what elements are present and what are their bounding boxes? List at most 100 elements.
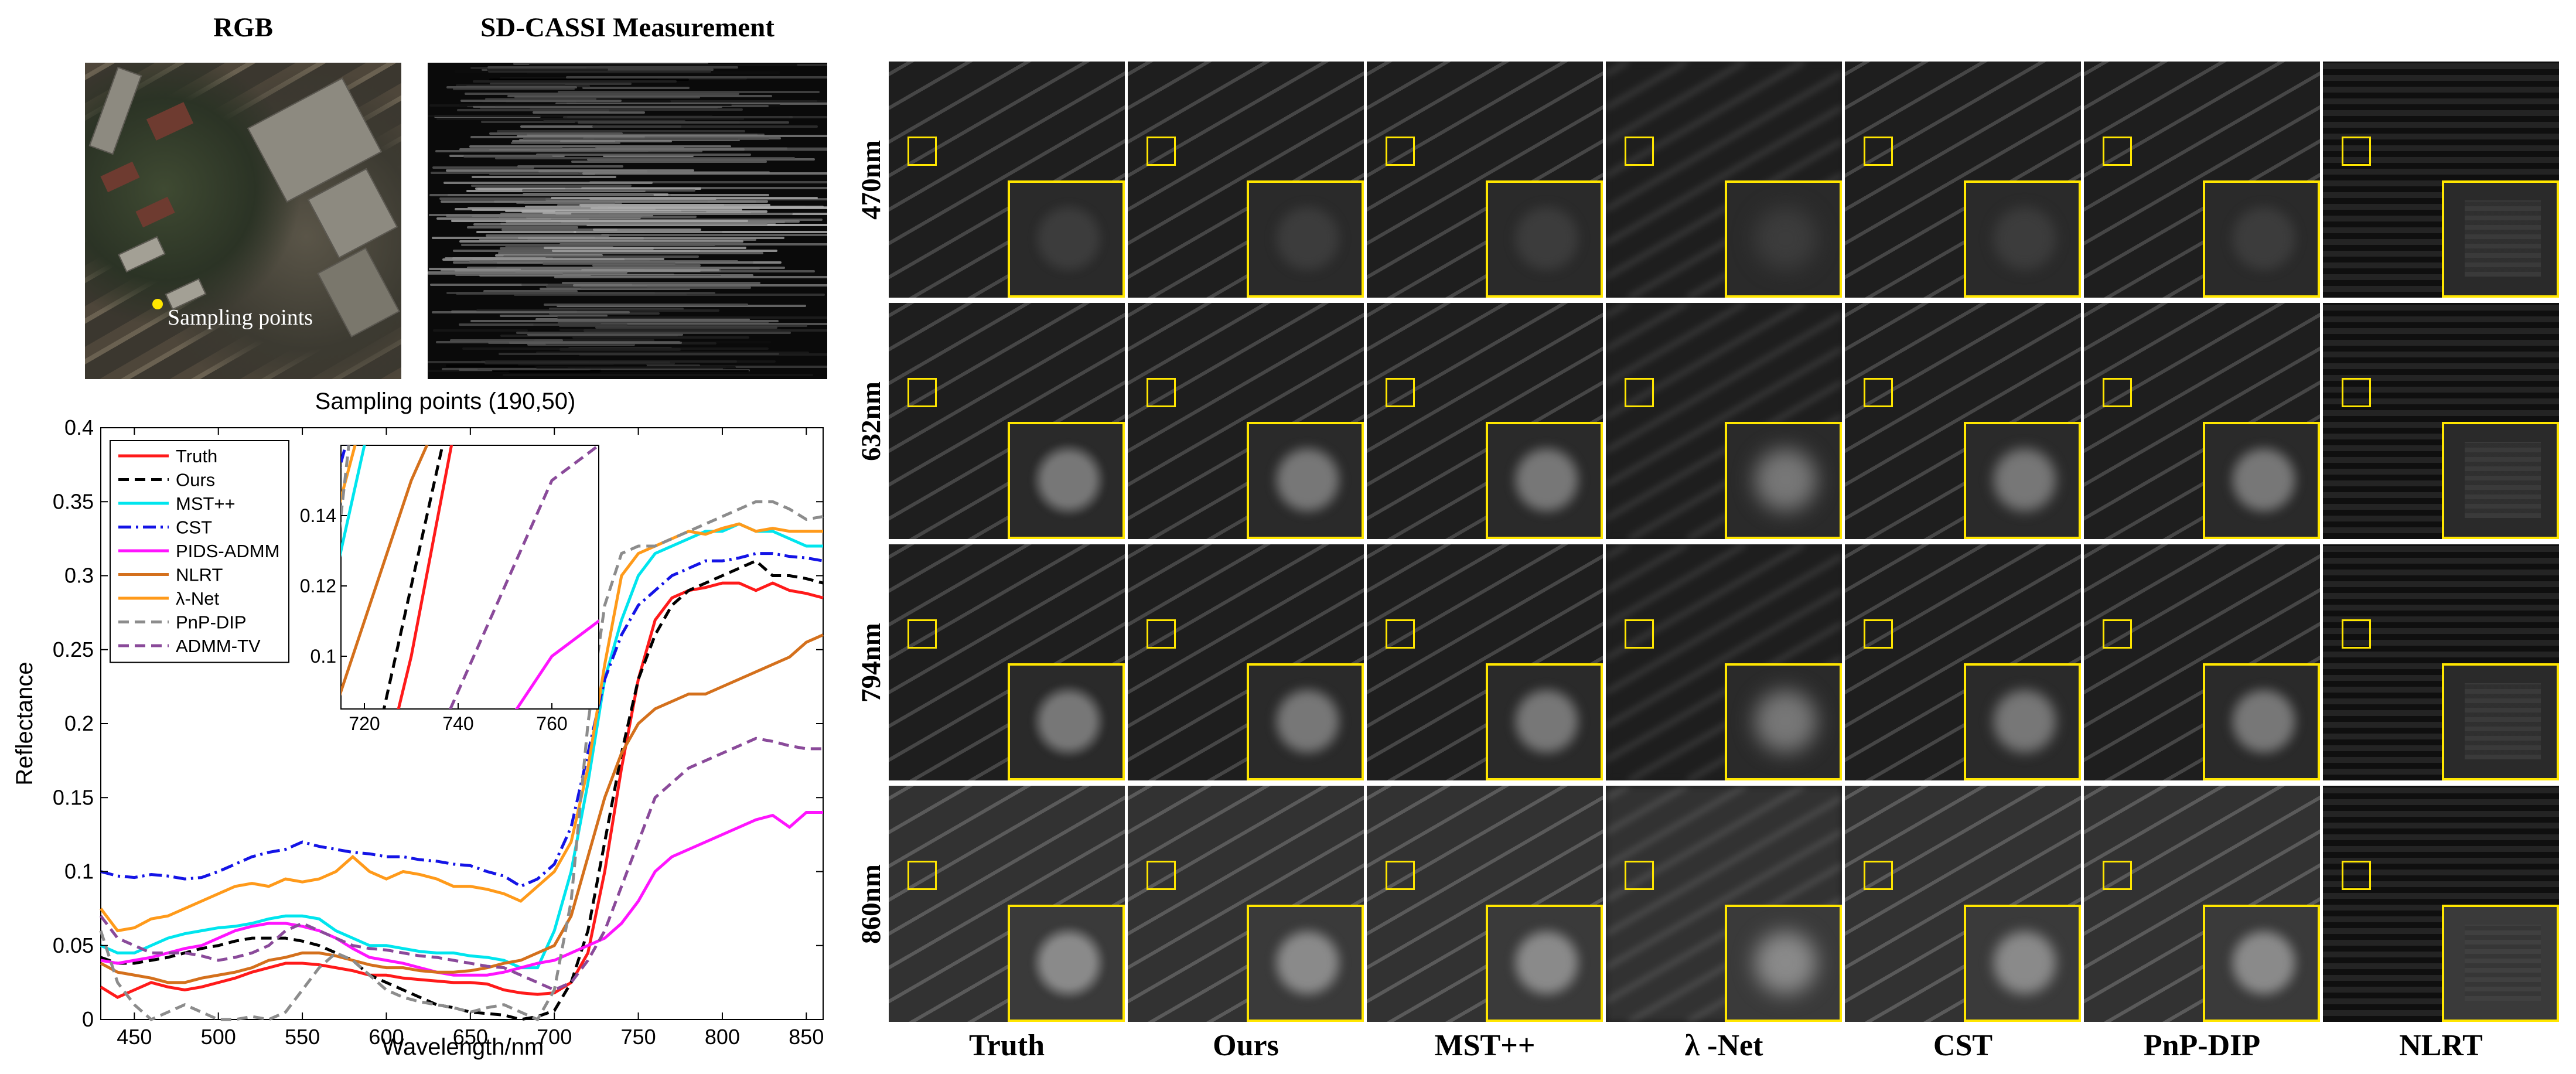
row-label-632nm: 632nm: [856, 381, 886, 461]
x-tick-label: 800: [705, 1025, 740, 1049]
zoom-inset: [2442, 905, 2559, 1022]
legend-label: MST++: [176, 493, 236, 514]
zoom-object: [1509, 200, 1585, 277]
zoom-object: [1748, 200, 1824, 277]
selection-box: [2342, 378, 2371, 407]
inset-x-tick-label: 740: [442, 713, 473, 734]
y-axis-label: Reflectance: [12, 662, 37, 785]
zoom-object: [1987, 925, 2063, 1001]
x-tick-label: 450: [117, 1025, 152, 1049]
row-label-470nm: 470nm: [856, 140, 886, 220]
zoom-object: [2465, 683, 2541, 759]
legend-label: ADMM-TV: [176, 636, 261, 656]
selection-box: [2342, 861, 2371, 890]
series-line-truth: [100, 581, 824, 999]
tile-cst-860nm: [1845, 786, 2081, 1022]
tile-ours-794nm: [1128, 544, 1364, 780]
zoom-object: [2465, 442, 2541, 518]
tile-cst-794nm: [1845, 544, 2081, 780]
zoom-inset: [1964, 180, 2081, 298]
tile-truth-794nm: [889, 544, 1125, 780]
zoom-inset: [1008, 180, 1125, 298]
inset-frame: [340, 445, 599, 710]
zoom-object: [1987, 200, 2063, 277]
tile-ours-860nm: [1128, 786, 1364, 1022]
tile-nlrt-794nm: [2323, 544, 2559, 780]
cassi-title: SD-CASSI Measurement: [480, 12, 774, 43]
rgb-image: [85, 63, 401, 379]
tile-net-860nm: [1606, 786, 1842, 1022]
selection-box: [907, 378, 937, 407]
tile-mst-470nm: [1367, 62, 1603, 298]
tile-pnp-dip-860nm: [2084, 786, 2320, 1022]
zoom-inset: [1964, 422, 2081, 539]
tile-truth-860nm: [889, 786, 1125, 1022]
zoom-object: [1270, 925, 1346, 1001]
x-axis-label: Wavelength/nm: [382, 1034, 544, 1060]
col-label-mst: MST++: [1434, 1029, 1536, 1062]
zoom-inset: [1725, 180, 1842, 298]
col-label-pnp-dip: PnP-DIP: [2143, 1029, 2261, 1062]
inset-y-tick-label: 0.14: [300, 505, 336, 526]
series-line-admm-tv: [100, 737, 823, 992]
zoom-object: [1748, 683, 1824, 759]
row-label-860nm: 860nm: [856, 864, 886, 944]
zoom-inset: [1486, 905, 1603, 1022]
series-line-nlrt: [100, 633, 824, 984]
col-label-nlrt: NLRT: [2399, 1029, 2483, 1062]
zoom-inset: [2203, 180, 2320, 298]
y-tick-label: 0.05: [53, 933, 94, 957]
series-line--net: [100, 522, 823, 933]
selection-box: [1864, 378, 1893, 407]
zoom-object: [2465, 200, 2541, 277]
zoom-inset: [1964, 905, 2081, 1022]
tile-mst-860nm: [1367, 786, 1603, 1022]
selection-box: [907, 137, 937, 166]
zoom-object: [2465, 925, 2541, 1001]
selection-box: [2342, 137, 2371, 166]
y-tick-label: 0.2: [64, 711, 94, 735]
col-label-truth: Truth: [968, 1029, 1045, 1062]
tile-nlrt-632nm: [2323, 303, 2559, 539]
zoom-object: [2226, 683, 2302, 759]
zoom-object: [1270, 683, 1346, 759]
tile-net-632nm: [1606, 303, 1842, 539]
zoom-inset: [1247, 663, 1364, 780]
y-tick-label: 0: [82, 1007, 94, 1031]
zoom-object: [1031, 442, 1107, 518]
zoom-object: [1270, 200, 1346, 277]
selection-box: [2103, 619, 2132, 649]
zoom-inset: [1008, 422, 1125, 539]
x-tick-label: 700: [537, 1025, 572, 1049]
y-tick-label: 0.1: [64, 860, 94, 884]
selection-box: [907, 619, 937, 649]
x-tick-label: 650: [453, 1025, 488, 1049]
tile-cst-470nm: [1845, 62, 2081, 298]
zoom-inset: [1247, 422, 1364, 539]
tile-ours-632nm: [1128, 303, 1364, 539]
col-label-net: λ -Net: [1684, 1029, 1763, 1062]
selection-box: [1386, 861, 1415, 890]
row-label-794nm: 794nm: [856, 623, 886, 703]
zoom-inset: [2442, 663, 2559, 780]
zoom-inset: [1486, 422, 1603, 539]
inset-y-tick-label: 0.1: [311, 646, 336, 667]
tile-net-794nm: [1606, 544, 1842, 780]
zoom-inset: [1725, 905, 1842, 1022]
selection-box: [2103, 861, 2132, 890]
zoom-object: [1987, 442, 2063, 518]
x-tick-label: 600: [369, 1025, 404, 1049]
zoom-object: [2226, 925, 2302, 1001]
tile-mst-632nm: [1367, 303, 1603, 539]
selection-box: [1386, 378, 1415, 407]
zoom-inset: [2442, 180, 2559, 298]
selection-box: [1147, 619, 1176, 649]
legend-label: NLRT: [176, 565, 223, 585]
zoom-inset: [1486, 180, 1603, 298]
zoom-object: [1987, 683, 2063, 759]
spectral-chart: Sampling points (190,50) 450 500 550 600 650…: [12, 388, 824, 1060]
selection-box: [1625, 861, 1654, 890]
series-line-pnp-dip: [99, 500, 824, 1022]
selection-box: [1625, 378, 1654, 407]
zoom-object: [1509, 683, 1585, 759]
